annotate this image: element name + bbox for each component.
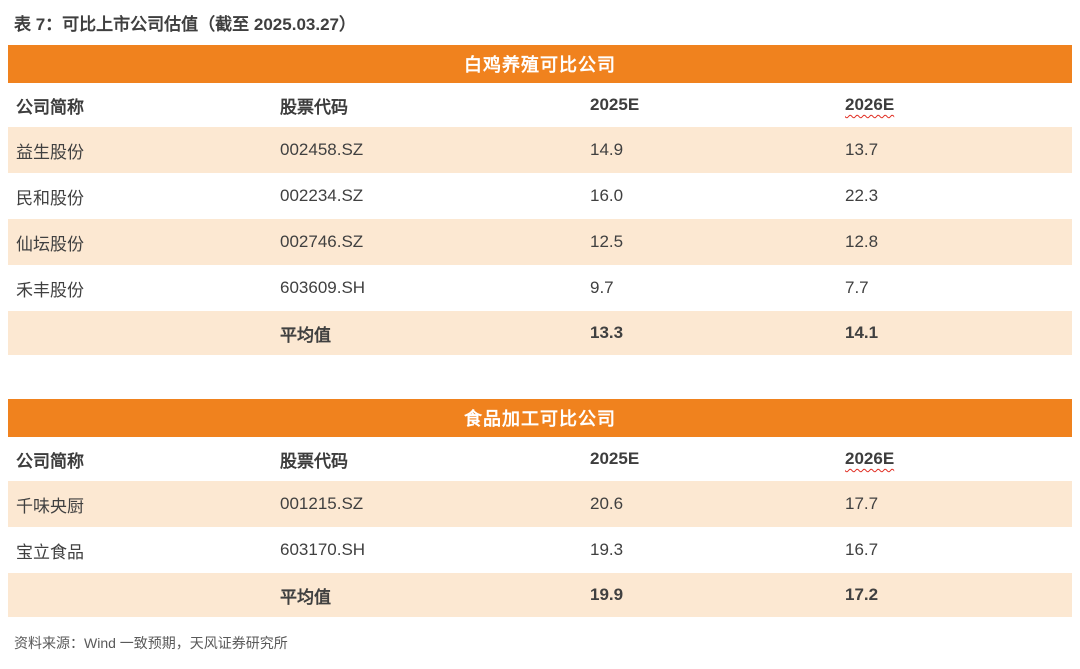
- pe-2026-cell: 7.7: [845, 278, 869, 297]
- column-header-2026e: 2026E: [845, 95, 895, 114]
- column-header-ticker: 股票代码: [280, 97, 348, 117]
- table-banner: 白鸡养殖可比公司: [8, 45, 1072, 83]
- table-row: 民和股份 002234.SZ 16.0 22.3: [8, 173, 1072, 219]
- pe-2025-cell: 9.7: [590, 278, 614, 297]
- pe-2026-cell: 22.3: [845, 186, 879, 205]
- ticker-cell: 002234.SZ: [280, 186, 364, 205]
- page-title: 表 7：可比上市公司估值（截至 2025.03.27）: [14, 15, 356, 34]
- table-row: 仙坛股份 002746.SZ 12.5 12.8: [8, 219, 1072, 265]
- pe-2025-cell: 19.3: [590, 540, 624, 559]
- table-header-row: 公司简称 股票代码 2025E 2026E: [8, 83, 1072, 127]
- company-name-cell: 民和股份: [16, 188, 84, 208]
- ticker-cell: 603170.SH: [280, 540, 366, 559]
- average-label-cell: 平均值: [280, 587, 331, 607]
- pe-2026-cell: 17.7: [845, 494, 879, 513]
- table-banner: 食品加工可比公司: [8, 399, 1072, 437]
- average-row: 平均值 13.3 14.1: [8, 311, 1072, 355]
- table-row: 宝立食品 603170.SH 19.3 16.7: [8, 527, 1072, 573]
- pe-2026-cell: 12.8: [845, 232, 879, 251]
- average-2025-cell: 19.9: [590, 585, 624, 604]
- column-header-2026e: 2026E: [845, 449, 895, 468]
- pe-2026-cell: 13.7: [845, 140, 879, 159]
- table-broiler: 白鸡养殖可比公司 公司简称 股票代码 2025E 2026E 益生股份 0024…: [8, 45, 1072, 355]
- company-name-cell: 益生股份: [16, 142, 84, 162]
- ticker-cell: 002458.SZ: [280, 140, 364, 159]
- column-header-2025e: 2025E: [590, 449, 640, 468]
- column-header-ticker: 股票代码: [280, 451, 348, 471]
- company-name-cell: 千味央厨: [16, 496, 84, 516]
- company-name-cell: 宝立食品: [16, 542, 84, 562]
- pe-2025-cell: 14.9: [590, 140, 624, 159]
- pe-2025-cell: 12.5: [590, 232, 624, 251]
- average-row: 平均值 19.9 17.2: [8, 573, 1072, 617]
- table-header-row: 公司简称 股票代码 2025E 2026E: [8, 437, 1072, 481]
- table-row: 千味央厨 001215.SZ 20.6 17.7: [8, 481, 1072, 527]
- average-2025-cell: 13.3: [590, 323, 624, 342]
- table-row: 益生股份 002458.SZ 14.9 13.7: [8, 127, 1072, 173]
- company-name-cell: 仙坛股份: [16, 234, 84, 254]
- table-food-processing: 食品加工可比公司 公司简称 股票代码 2025E 2026E 千味央厨 0012…: [8, 399, 1072, 617]
- column-header-company: 公司简称: [16, 451, 84, 471]
- average-2026-cell: 14.1: [845, 323, 879, 342]
- column-header-company: 公司简称: [16, 97, 84, 117]
- table-spacer: [8, 355, 1072, 399]
- ticker-cell: 001215.SZ: [280, 494, 364, 513]
- pe-2026-cell: 16.7: [845, 540, 879, 559]
- ticker-cell: 603609.SH: [280, 278, 366, 297]
- column-header-2025e: 2025E: [590, 95, 640, 114]
- company-name-cell: 禾丰股份: [16, 280, 84, 300]
- pe-2025-cell: 20.6: [590, 494, 624, 513]
- source-note: 资料来源：Wind 一致预期，天风证券研究所: [14, 635, 288, 651]
- average-label-cell: 平均值: [280, 325, 331, 345]
- ticker-cell: 002746.SZ: [280, 232, 364, 251]
- average-2026-cell: 17.2: [845, 585, 879, 604]
- table-row: 禾丰股份 603609.SH 9.7 7.7: [8, 265, 1072, 311]
- pe-2025-cell: 16.0: [590, 186, 624, 205]
